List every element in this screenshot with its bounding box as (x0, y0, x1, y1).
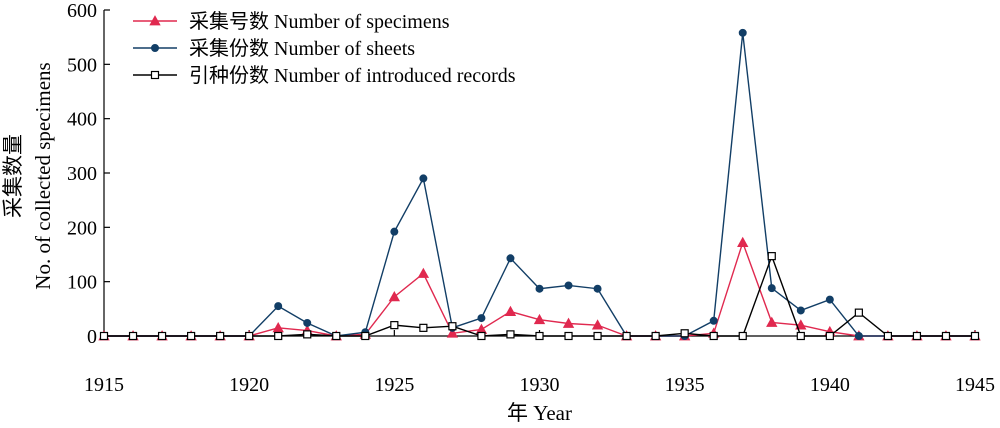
data-point (622, 331, 631, 341)
x-tick-label: 1920 (229, 374, 269, 396)
data-point (477, 314, 486, 323)
data-point (854, 308, 863, 317)
data-point (245, 331, 254, 341)
x-tick-label: 1930 (520, 374, 560, 396)
data-point (216, 331, 225, 341)
data-point (187, 331, 196, 341)
data-point (709, 316, 718, 325)
data-point (419, 323, 428, 332)
series-square (99, 252, 980, 341)
data-point (506, 254, 515, 263)
x-tick-label: 1915 (84, 374, 124, 396)
data-point (795, 319, 807, 330)
x-tick-label: 1925 (374, 374, 414, 396)
data-point (738, 331, 747, 341)
data-point (593, 284, 602, 293)
data-point (564, 331, 573, 341)
data-point (591, 319, 604, 330)
data-point (796, 306, 805, 315)
data-point (970, 331, 980, 341)
data-point (825, 331, 834, 341)
y-tick-label: 0 (87, 326, 97, 348)
data-point (883, 331, 893, 341)
data-point (332, 331, 341, 341)
legend-entry: 采集号数 Number of specimens (133, 10, 450, 33)
legend-marker (150, 70, 160, 80)
legend-entry: 引种份数 Number of introduced records (133, 64, 516, 87)
data-point (796, 331, 805, 341)
data-point (272, 322, 284, 333)
legend-label: 采集份数 Number of sheets (189, 37, 415, 60)
data-point (737, 236, 749, 247)
data-point (303, 330, 312, 339)
y-tick-label: 300 (67, 163, 97, 185)
data-point (446, 327, 459, 338)
y-tick-label: 100 (67, 272, 97, 294)
data-point (709, 331, 718, 341)
data-point (738, 28, 747, 37)
data-point (99, 331, 109, 341)
y-axis-title-chinese: 采集数量 (1, 134, 25, 218)
legend-label: 采集号数 Number of specimens (189, 10, 450, 33)
data-point (651, 331, 660, 341)
data-point (535, 284, 544, 293)
data-point (854, 332, 863, 340)
data-point (417, 267, 430, 278)
y-tick-label: 400 (67, 109, 97, 131)
data-point (128, 331, 138, 341)
axes: 0 100 200 300 400 500 600 1915 1920 1925 1930 1935 1… (67, 0, 995, 396)
data-point (504, 305, 517, 316)
data-point (274, 331, 283, 341)
data-point (533, 313, 546, 325)
data-point (593, 331, 602, 341)
series-layer (98, 28, 981, 341)
y-tick-label: 600 (67, 0, 97, 22)
data-point (448, 322, 457, 331)
data-point (390, 321, 399, 330)
data-point (825, 295, 834, 304)
data-point (388, 291, 401, 302)
data-point (274, 302, 283, 311)
x-tick-label: 1940 (810, 374, 850, 396)
data-point (535, 331, 544, 341)
data-point (767, 252, 776, 261)
data-point (157, 331, 167, 341)
legend-entry: 采集份数 Number of sheets (133, 37, 415, 60)
legend-label: 引种份数 Number of introduced records (189, 64, 516, 87)
data-point (303, 318, 312, 327)
x-axis-title: 年 Year (507, 401, 572, 425)
data-point (562, 317, 575, 328)
data-point (912, 331, 922, 341)
legend-marker (151, 44, 159, 52)
data-point (680, 329, 689, 338)
data-point (477, 331, 486, 341)
legend: 采集号数 Number of specimens 采集份数 Number of s… (133, 10, 516, 87)
y-tick-label: 200 (67, 217, 97, 239)
y-tick-label: 500 (67, 54, 97, 76)
data-point (766, 316, 778, 327)
data-point (390, 227, 399, 236)
data-point (941, 331, 951, 341)
legend-marker (149, 15, 161, 26)
data-point (361, 331, 370, 341)
x-tick-label: 1935 (665, 374, 705, 396)
data-point (506, 330, 515, 339)
data-point (767, 284, 776, 293)
data-point (564, 281, 573, 290)
x-tick-label: 1945 (955, 374, 995, 396)
data-point (419, 174, 428, 183)
y-axis-title-english: No. of collected specimens (31, 62, 55, 289)
